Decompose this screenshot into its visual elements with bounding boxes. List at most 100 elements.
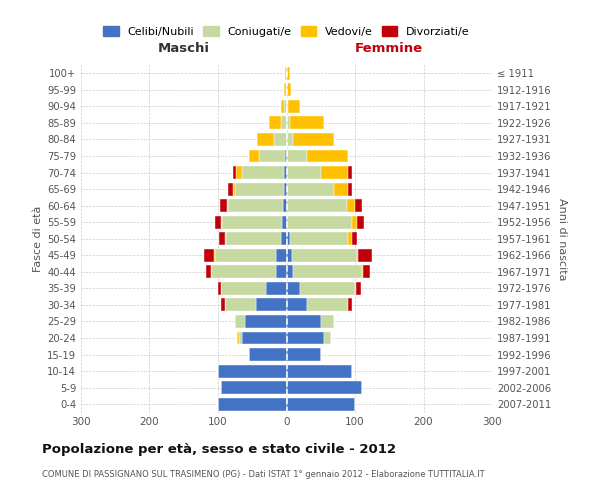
Bar: [249, 348, 287, 361]
Bar: [348, 166, 352, 179]
Bar: [220, 199, 227, 212]
Bar: [225, 298, 256, 312]
Bar: [307, 298, 348, 312]
Bar: [287, 199, 347, 212]
Bar: [276, 249, 287, 262]
Bar: [356, 282, 361, 295]
Bar: [283, 199, 287, 212]
Bar: [222, 216, 283, 228]
Bar: [293, 133, 334, 146]
Text: COMUNE DI PASSIGNANO SUL TRASIMENO (PG) - Dati ISTAT 1° gennaio 2012 - Elaborazi: COMUNE DI PASSIGNANO SUL TRASIMENO (PG) …: [42, 470, 485, 479]
Bar: [281, 232, 287, 245]
Bar: [269, 116, 281, 130]
Bar: [287, 166, 321, 179]
Bar: [237, 332, 239, 344]
Bar: [287, 133, 293, 146]
Text: Femmine: Femmine: [355, 42, 424, 55]
Bar: [233, 182, 235, 196]
Bar: [203, 249, 214, 262]
Bar: [348, 298, 352, 312]
Bar: [235, 315, 245, 328]
Bar: [287, 348, 321, 361]
Bar: [352, 216, 357, 228]
Bar: [355, 199, 362, 212]
Bar: [357, 216, 364, 228]
Bar: [334, 182, 348, 196]
Bar: [287, 67, 290, 80]
Bar: [355, 282, 356, 295]
Bar: [358, 249, 372, 262]
Bar: [284, 166, 287, 179]
Bar: [287, 398, 355, 410]
Bar: [287, 84, 290, 96]
Bar: [285, 67, 287, 80]
Y-axis label: Fasce di età: Fasce di età: [33, 206, 43, 272]
Bar: [348, 232, 352, 245]
Bar: [287, 298, 307, 312]
Bar: [362, 266, 363, 278]
Bar: [221, 381, 287, 394]
Bar: [228, 199, 283, 212]
Bar: [211, 266, 276, 278]
Bar: [288, 100, 300, 113]
Bar: [236, 166, 242, 179]
Bar: [274, 133, 287, 146]
Bar: [286, 84, 287, 96]
Bar: [290, 116, 324, 130]
Bar: [256, 298, 287, 312]
Bar: [287, 266, 293, 278]
Bar: [363, 266, 370, 278]
Bar: [233, 166, 236, 179]
Bar: [290, 232, 348, 245]
Bar: [242, 166, 284, 179]
Bar: [259, 150, 285, 162]
Bar: [324, 332, 331, 344]
Bar: [287, 332, 324, 344]
Bar: [300, 282, 355, 295]
Bar: [245, 315, 287, 328]
Bar: [227, 182, 233, 196]
Bar: [281, 116, 287, 130]
Bar: [218, 398, 287, 410]
Bar: [347, 199, 355, 212]
Bar: [225, 232, 226, 245]
Legend: Celibi/Nubili, Coniugati/e, Vedovi/e, Divorziati/e: Celibi/Nubili, Coniugati/e, Vedovi/e, Di…: [99, 22, 474, 42]
Bar: [221, 298, 225, 312]
Bar: [242, 332, 287, 344]
Bar: [292, 249, 357, 262]
Bar: [352, 232, 357, 245]
Bar: [214, 249, 215, 262]
Bar: [249, 150, 259, 162]
Bar: [266, 282, 287, 295]
Bar: [321, 315, 334, 328]
Bar: [206, 266, 211, 278]
Bar: [220, 232, 225, 245]
Bar: [281, 100, 284, 113]
Bar: [221, 282, 266, 295]
Bar: [287, 381, 362, 394]
Bar: [287, 150, 307, 162]
Text: Popolazione per età, sesso e stato civile - 2012: Popolazione per età, sesso e stato civil…: [42, 442, 396, 456]
Text: Maschi: Maschi: [158, 42, 210, 55]
Bar: [257, 133, 274, 146]
Bar: [218, 364, 287, 378]
Bar: [293, 266, 362, 278]
Bar: [284, 100, 287, 113]
Bar: [284, 84, 286, 96]
Bar: [283, 216, 287, 228]
Bar: [321, 166, 348, 179]
Bar: [227, 199, 228, 212]
Bar: [284, 182, 287, 196]
Y-axis label: Anni di nascita: Anni di nascita: [557, 198, 567, 280]
Bar: [287, 216, 352, 228]
Bar: [287, 232, 290, 245]
Bar: [307, 150, 348, 162]
Bar: [287, 249, 292, 262]
Bar: [235, 182, 284, 196]
Bar: [221, 216, 222, 228]
Bar: [285, 150, 287, 162]
Bar: [287, 315, 321, 328]
Bar: [226, 232, 281, 245]
Bar: [218, 282, 221, 295]
Bar: [348, 182, 352, 196]
